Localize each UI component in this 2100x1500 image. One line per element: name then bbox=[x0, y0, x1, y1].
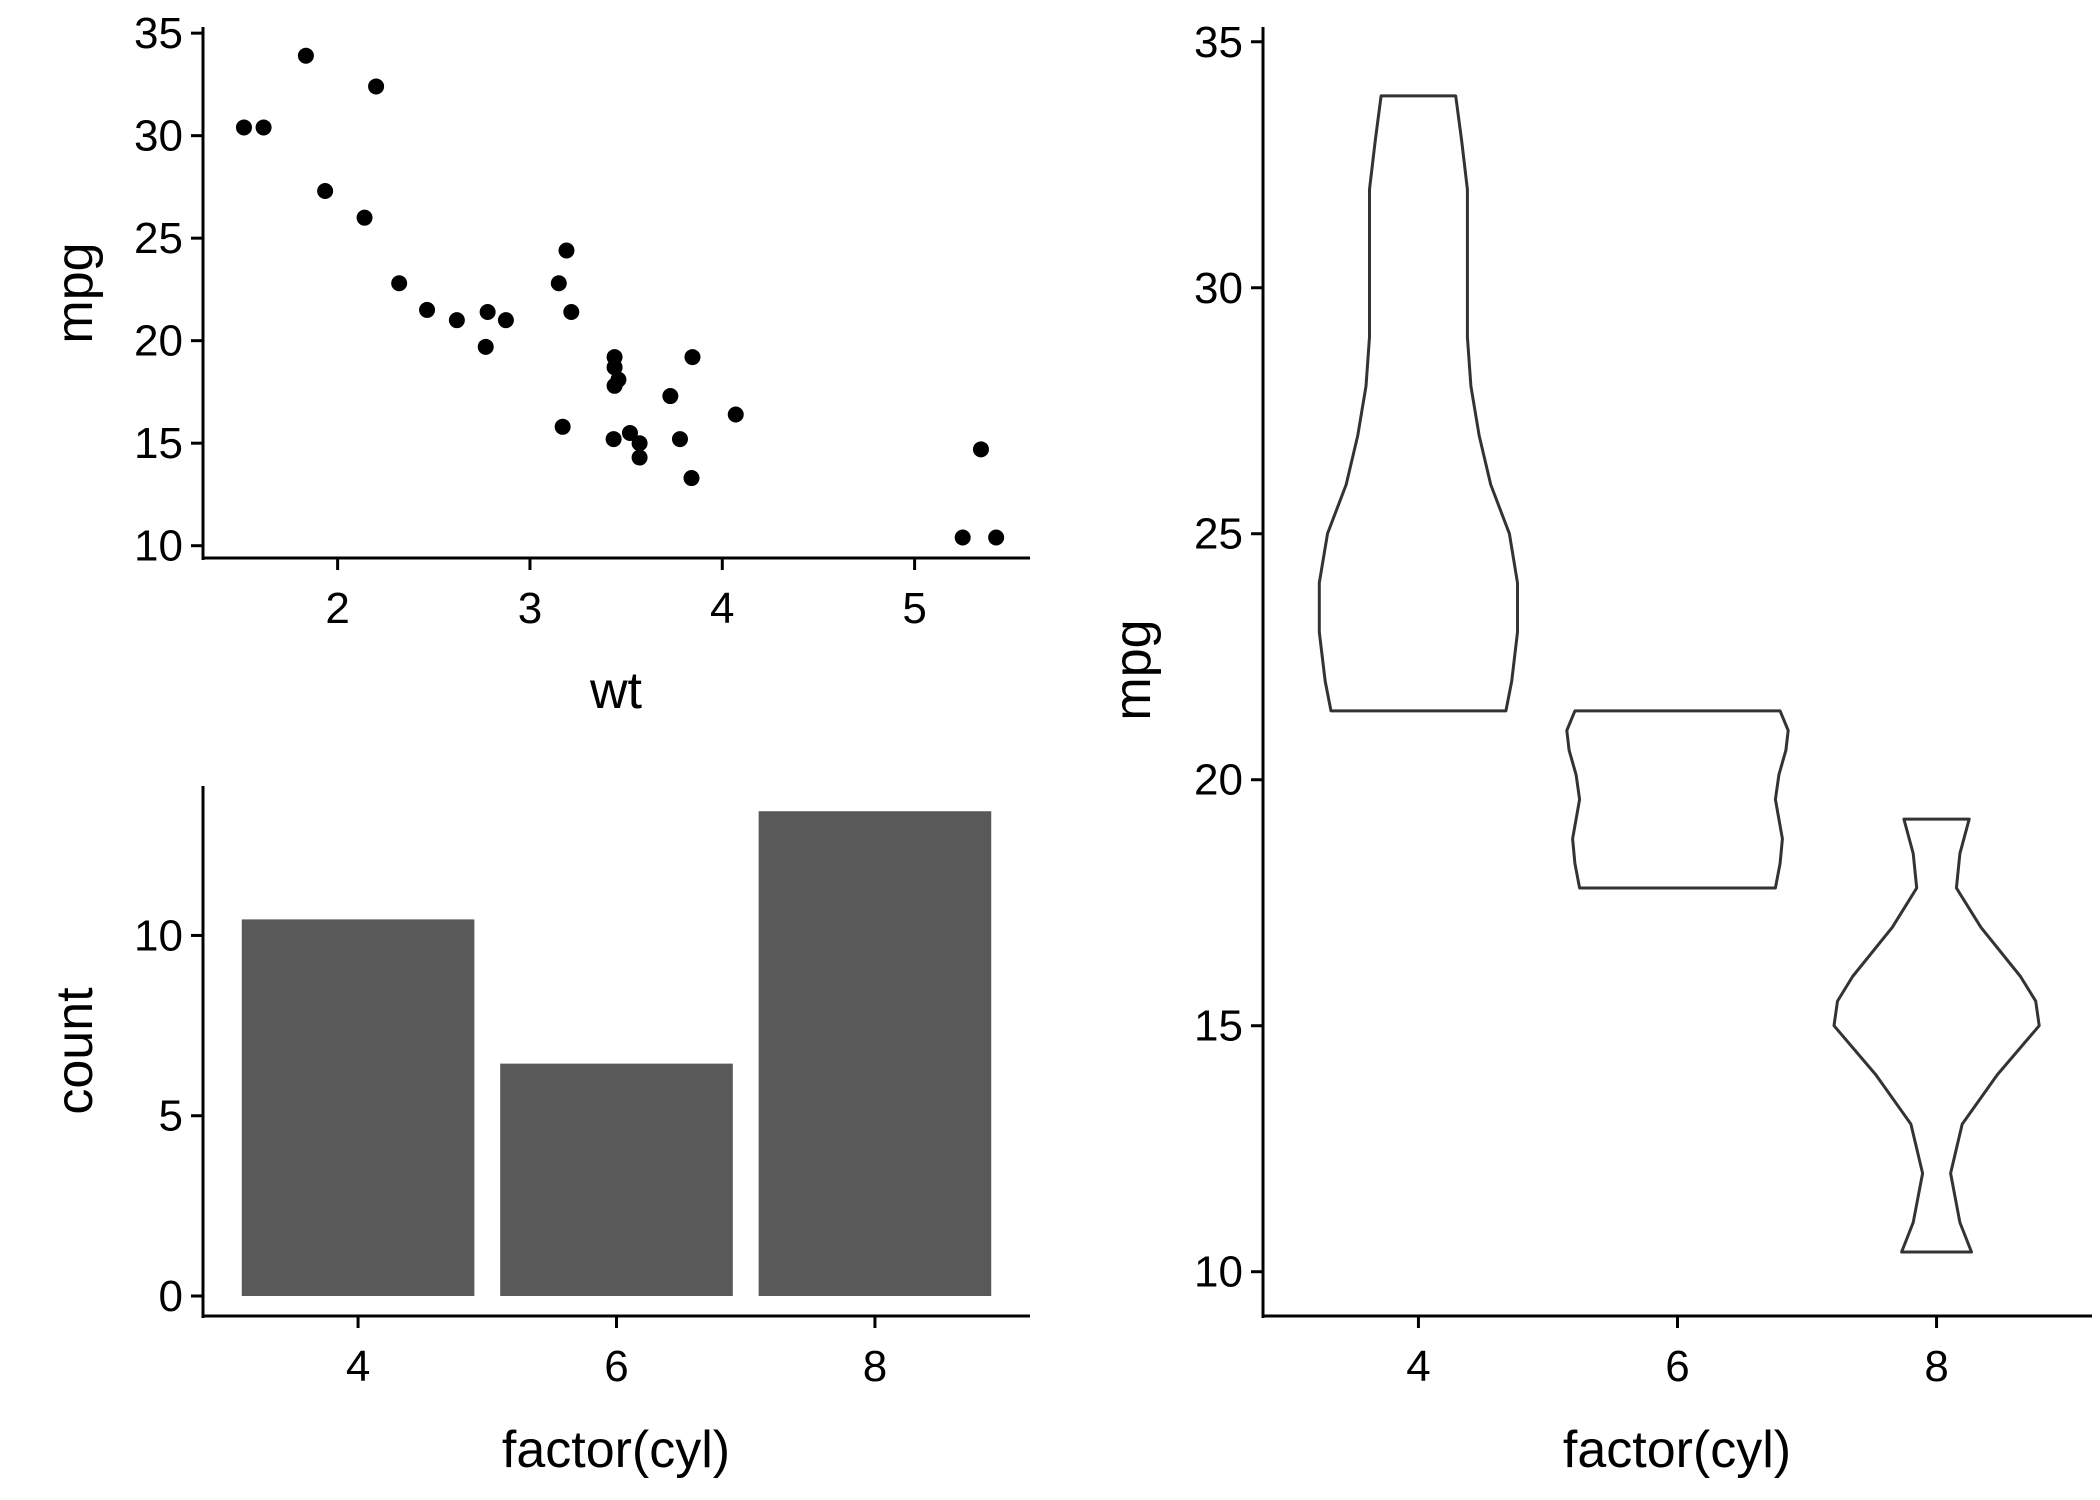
bar-y-tick-label: 10 bbox=[134, 911, 183, 960]
bar-rects bbox=[241, 811, 992, 1296]
violin-y-axis-title: mpg bbox=[1104, 619, 1162, 720]
scatter-point bbox=[297, 47, 314, 64]
scatter-y-tick-label: 30 bbox=[134, 112, 183, 161]
scatter-x-tick-label: 5 bbox=[902, 584, 926, 633]
bar-y-ticks: 0 5 10 bbox=[134, 911, 203, 1321]
scatter-point bbox=[606, 377, 623, 394]
scatter-x-tick-label: 2 bbox=[325, 584, 349, 633]
bar-4 bbox=[241, 919, 475, 1296]
scatter-point bbox=[954, 529, 971, 546]
violin-panel: 10 15 20 25 30 35 4 6 8 factor(cyl) mpg bbox=[1104, 18, 2092, 1479]
violin-x-ticks: 4 6 8 bbox=[1406, 1316, 1949, 1391]
scatter-point bbox=[235, 119, 252, 136]
scatter-point bbox=[255, 119, 272, 136]
bar-y-axis-title: count bbox=[46, 987, 104, 1115]
scatter-point bbox=[479, 303, 496, 320]
scatter-x-tick-label: 3 bbox=[518, 584, 542, 633]
violin-4 bbox=[1317, 94, 1519, 713]
scatter-point bbox=[558, 242, 575, 259]
scatter-point bbox=[356, 209, 373, 226]
violin-6 bbox=[1565, 709, 1790, 890]
scatter-point bbox=[419, 301, 436, 318]
scatter-x-tick-label: 4 bbox=[710, 584, 734, 633]
violin-y-tick-label: 10 bbox=[1194, 1248, 1243, 1297]
violin-x-tick-label: 4 bbox=[1406, 1342, 1430, 1391]
scatter-point bbox=[497, 312, 514, 329]
scatter-points bbox=[235, 47, 1005, 546]
scatter-point bbox=[554, 418, 571, 435]
scatter-point bbox=[683, 470, 700, 487]
scatter-y-tick-label: 20 bbox=[134, 317, 183, 366]
violin-y-tick-label: 30 bbox=[1194, 264, 1243, 313]
scatter-point bbox=[606, 349, 623, 366]
scatter-x-axis-title: wt bbox=[589, 662, 643, 720]
scatter-y-axis-title: mpg bbox=[46, 242, 104, 343]
bar-y-tick-label: 5 bbox=[159, 1092, 183, 1141]
scatter-panel: 10 15 20 25 30 35 2 3 4 5 wt mpg bbox=[46, 9, 1030, 720]
scatter-y-tick-label: 10 bbox=[134, 522, 183, 571]
scatter-point bbox=[621, 424, 638, 441]
violin-y-tick-label: 35 bbox=[1194, 18, 1243, 67]
scatter-y-tick-label: 35 bbox=[134, 9, 183, 58]
scatter-y-ticks: 10 15 20 25 30 35 bbox=[134, 9, 203, 571]
scatter-point bbox=[605, 431, 622, 448]
violin-8 bbox=[1832, 817, 2041, 1254]
scatter-point bbox=[631, 449, 648, 466]
bar-x-ticks: 4 6 8 bbox=[346, 1316, 887, 1391]
bar-x-tick-label: 4 bbox=[346, 1342, 370, 1391]
scatter-point bbox=[391, 275, 408, 292]
violin-x-tick-label: 6 bbox=[1665, 1342, 1689, 1391]
bar-y-tick-label: 0 bbox=[159, 1272, 183, 1321]
scatter-point bbox=[662, 388, 679, 405]
violin-y-ticks: 10 15 20 25 30 35 bbox=[1194, 18, 1263, 1297]
scatter-point bbox=[477, 338, 494, 355]
bar-x-tick-label: 8 bbox=[863, 1342, 887, 1391]
scatter-point bbox=[972, 441, 989, 458]
bar-8 bbox=[758, 811, 992, 1296]
bar-x-axis-title: factor(cyl) bbox=[502, 1421, 730, 1479]
scatter-point bbox=[317, 183, 334, 200]
violin-x-tick-label: 8 bbox=[1924, 1342, 1948, 1391]
bar-x-tick-label: 6 bbox=[604, 1342, 628, 1391]
violin-y-tick-label: 25 bbox=[1194, 510, 1243, 559]
scatter-x-ticks: 2 3 4 5 bbox=[325, 558, 927, 633]
scatter-point bbox=[684, 349, 701, 366]
bar-panel: 0 5 10 4 6 8 factor(cyl) count bbox=[46, 786, 1030, 1479]
scatter-point bbox=[727, 406, 744, 423]
scatter-point bbox=[550, 275, 567, 292]
violin-x-axis-title: factor(cyl) bbox=[1563, 1421, 1791, 1479]
scatter-point bbox=[988, 529, 1005, 546]
scatter-y-tick-label: 15 bbox=[134, 419, 183, 468]
scatter-point bbox=[368, 78, 385, 95]
bar-6 bbox=[500, 1063, 733, 1296]
scatter-point bbox=[631, 435, 648, 452]
violin-shapes bbox=[1317, 94, 2041, 1254]
violin-y-tick-label: 15 bbox=[1194, 1002, 1243, 1051]
scatter-point bbox=[671, 431, 688, 448]
scatter-point bbox=[448, 312, 465, 329]
scatter-point bbox=[563, 303, 580, 320]
violin-y-tick-label: 20 bbox=[1194, 756, 1243, 805]
scatter-y-tick-label: 25 bbox=[134, 214, 183, 263]
